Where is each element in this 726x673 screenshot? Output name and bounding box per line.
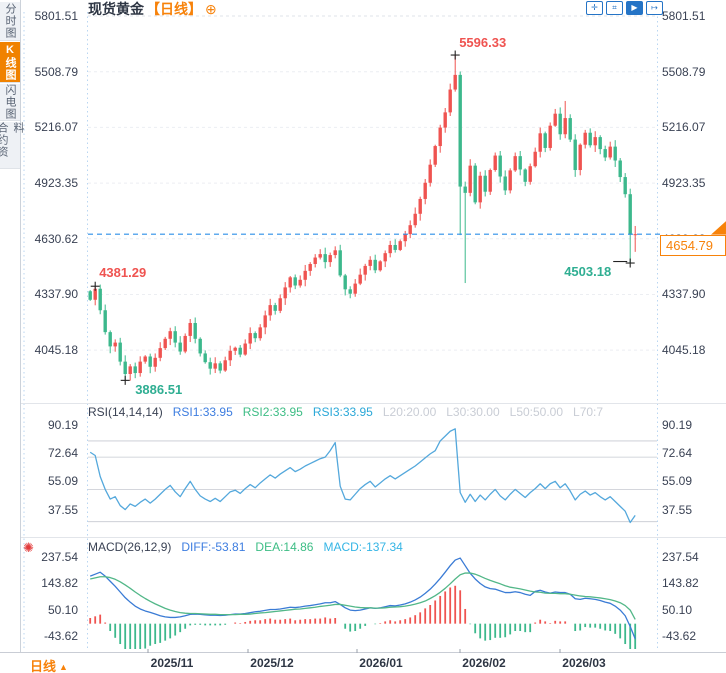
axis-label: 5508.79 bbox=[34, 64, 78, 79]
x-axis-date-label: 2026/03 bbox=[562, 656, 606, 670]
chart-indicator-icon[interactable]: ⌗ bbox=[606, 1, 623, 15]
x-axis-date-label: 2026/02 bbox=[462, 656, 506, 670]
indicator-value: L30:30.00 bbox=[446, 405, 500, 419]
axis-label: 5801.51 bbox=[34, 9, 78, 23]
macd-name: MACD(26,12,9) bbox=[88, 540, 172, 554]
annotation-high2: 4381.29 bbox=[99, 265, 147, 281]
rsi-name: RSI(14,14,14) bbox=[88, 405, 163, 419]
axis-label: 237.54 bbox=[662, 549, 699, 564]
axis-label: 5801.51 bbox=[662, 9, 706, 23]
indicator-value: RSI3:33.95 bbox=[312, 405, 373, 419]
axis-label: 237.54 bbox=[41, 549, 78, 564]
crosshair-move-icon[interactable]: ✛ bbox=[586, 1, 603, 15]
exit-fullscreen-icon[interactable]: ↦ bbox=[646, 1, 663, 15]
axis-label: 50.10 bbox=[662, 602, 693, 617]
axis-label: 55.09 bbox=[662, 474, 693, 489]
sidebar-tab-timeline[interactable]: 分时图 bbox=[0, 2, 20, 41]
axis-label: 4923.35 bbox=[662, 176, 706, 191]
sidebar-tab-contract[interactable]: 合约资料 bbox=[0, 122, 24, 169]
indicator-value: DIFF:-53.81 bbox=[181, 540, 246, 554]
axis-label: 90.19 bbox=[662, 417, 693, 432]
period-selector-label: 日线 bbox=[30, 659, 57, 673]
axis-label: 4923.35 bbox=[34, 176, 78, 191]
x-axis-date-label: 2025/11 bbox=[150, 656, 194, 670]
x-axis-date-label: 2025/12 bbox=[250, 656, 294, 670]
indicator-value: L20:20.00 bbox=[382, 405, 437, 419]
chart-draw-icon[interactable]: ▶ bbox=[626, 1, 643, 15]
rsi-header: RSI(14,14,14) RSI1:33.95 RSI2:33.95 RSI3:33… bbox=[88, 405, 658, 420]
axis-label: 4630.62 bbox=[34, 231, 78, 246]
axis-label: 4045.18 bbox=[662, 343, 706, 358]
chart-toolbar: ✛ ⌗ ▶ ↦ bbox=[583, 1, 663, 15]
axis-label: 5216.07 bbox=[34, 120, 78, 135]
symbol-name: 现货黄金 bbox=[88, 1, 144, 17]
annotation-low: 3886.51 bbox=[135, 382, 183, 398]
indicator-value: L50:50.00 bbox=[509, 405, 564, 419]
axis-label: 50.10 bbox=[47, 602, 78, 617]
period-selector-button[interactable]: 日线 ▲ bbox=[30, 656, 68, 673]
axis-label: 37.55 bbox=[662, 502, 693, 517]
chart-title: 现货黄金 【日线】 ⊕ bbox=[88, 1, 217, 17]
axis-label: 37.55 bbox=[47, 502, 78, 517]
axis-label: 5508.79 bbox=[662, 64, 706, 79]
axis-label: 72.64 bbox=[47, 445, 78, 460]
caret-up-icon: ▲ bbox=[59, 662, 68, 672]
current-price-tag: 4654.79 bbox=[660, 234, 726, 256]
axis-label: 143.82 bbox=[662, 576, 699, 590]
sidebar-tab-kline[interactable]: K线图 bbox=[0, 42, 20, 83]
sidebar: 分时图 K线图 闪电图 合约资料 bbox=[0, 0, 24, 652]
add-indicator-icon[interactable]: ⊕ bbox=[205, 1, 217, 17]
axis-label: 90.19 bbox=[47, 417, 78, 432]
indicator-value: L70:7 bbox=[573, 405, 604, 419]
axis-label: -43.62 bbox=[43, 629, 78, 643]
bottom-bar: 日线 ▲ 2025/11 2025/12 2026/01 2026/02 2026/03 bbox=[0, 653, 726, 673]
axis-label: 72.64 bbox=[662, 445, 693, 460]
axis-label: 4045.18 bbox=[34, 343, 78, 358]
x-axis-date-label: 2026/01 bbox=[359, 656, 403, 670]
indicator-value: MACD:-137.34 bbox=[323, 540, 403, 554]
sidebar-tab-flash[interactable]: 闪电图 bbox=[0, 84, 20, 121]
axis-label: 55.09 bbox=[47, 474, 78, 489]
axis-label: 143.82 bbox=[41, 576, 78, 590]
indicator-value: RSI2:33.95 bbox=[242, 405, 303, 419]
axis-label: 5216.07 bbox=[662, 120, 706, 135]
annotation-low2: 4503.18 bbox=[564, 264, 612, 280]
axis-label: -43.62 bbox=[662, 629, 697, 643]
indicator-value: DEA:14.86 bbox=[255, 540, 314, 554]
period-tag: 【日线】 bbox=[146, 1, 202, 17]
axis-label: 4337.90 bbox=[34, 287, 78, 302]
axis-label: 4337.90 bbox=[662, 287, 706, 302]
indicator-value: RSI1:33.95 bbox=[172, 405, 233, 419]
annotation-high: 5596.33 bbox=[459, 35, 507, 51]
macd-header: MACD(26,12,9) DIFF:-53.81 DEA:14.86 MACD:-1… bbox=[88, 540, 658, 555]
indicator-settings-icon[interactable]: ✺ bbox=[23, 540, 34, 555]
